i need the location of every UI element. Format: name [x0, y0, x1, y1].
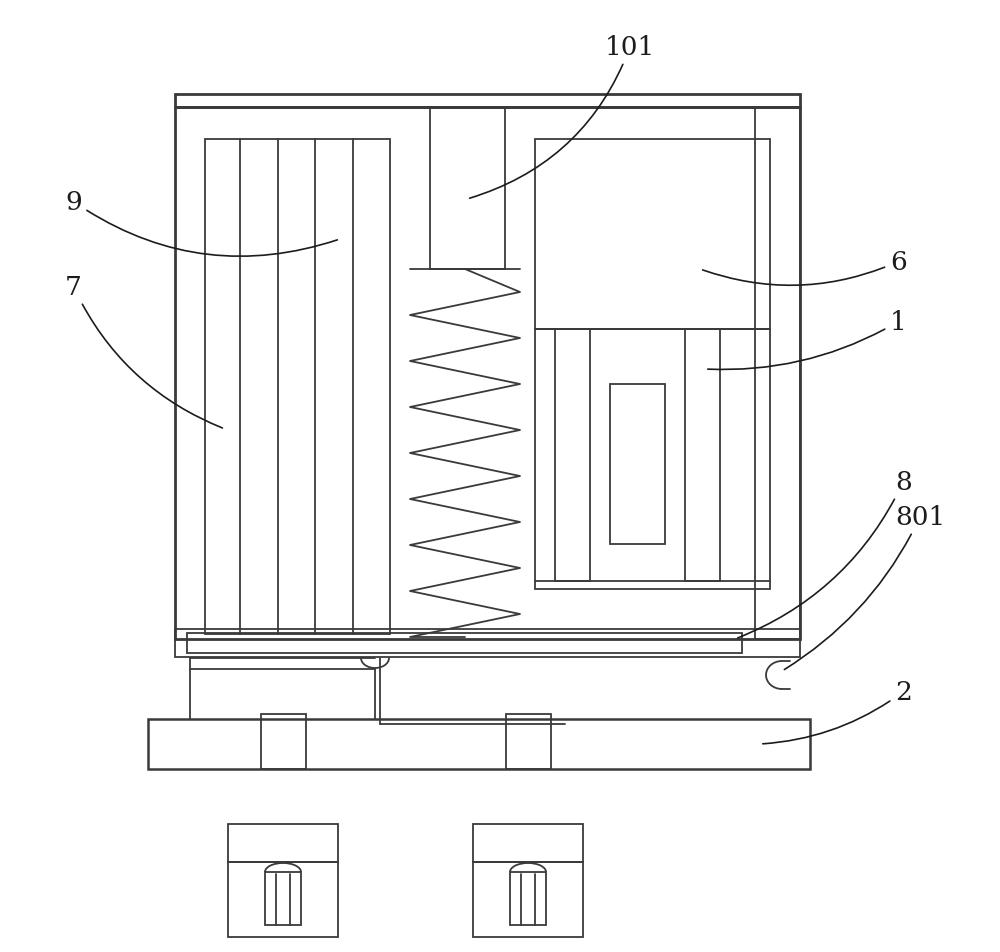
Bar [175, 95, 800, 108]
Bar [430, 108, 505, 269]
Bar [510, 872, 546, 925]
Text: 8: 8 [738, 469, 912, 638]
Bar [228, 824, 338, 863]
Bar [506, 714, 551, 769]
Text: 1: 1 [708, 309, 907, 370]
Bar [535, 140, 770, 329]
Bar [265, 872, 301, 925]
Text: 7: 7 [65, 275, 222, 428]
Bar [685, 329, 720, 582]
Bar [555, 329, 590, 582]
Text: 9: 9 [65, 189, 337, 257]
Bar [610, 385, 665, 545]
Bar [175, 629, 800, 657]
Bar [535, 329, 770, 589]
Bar [473, 824, 583, 863]
Bar [261, 714, 306, 769]
Text: 6: 6 [703, 249, 907, 286]
Text: 801: 801 [784, 505, 945, 670]
Bar [175, 108, 800, 640]
Text: 101: 101 [470, 35, 655, 199]
Bar [473, 863, 583, 937]
Bar [187, 633, 742, 653]
Bar [228, 863, 338, 937]
Bar [205, 140, 390, 634]
Text: 2: 2 [763, 680, 912, 744]
Bar [755, 108, 800, 640]
Bar [148, 720, 810, 769]
